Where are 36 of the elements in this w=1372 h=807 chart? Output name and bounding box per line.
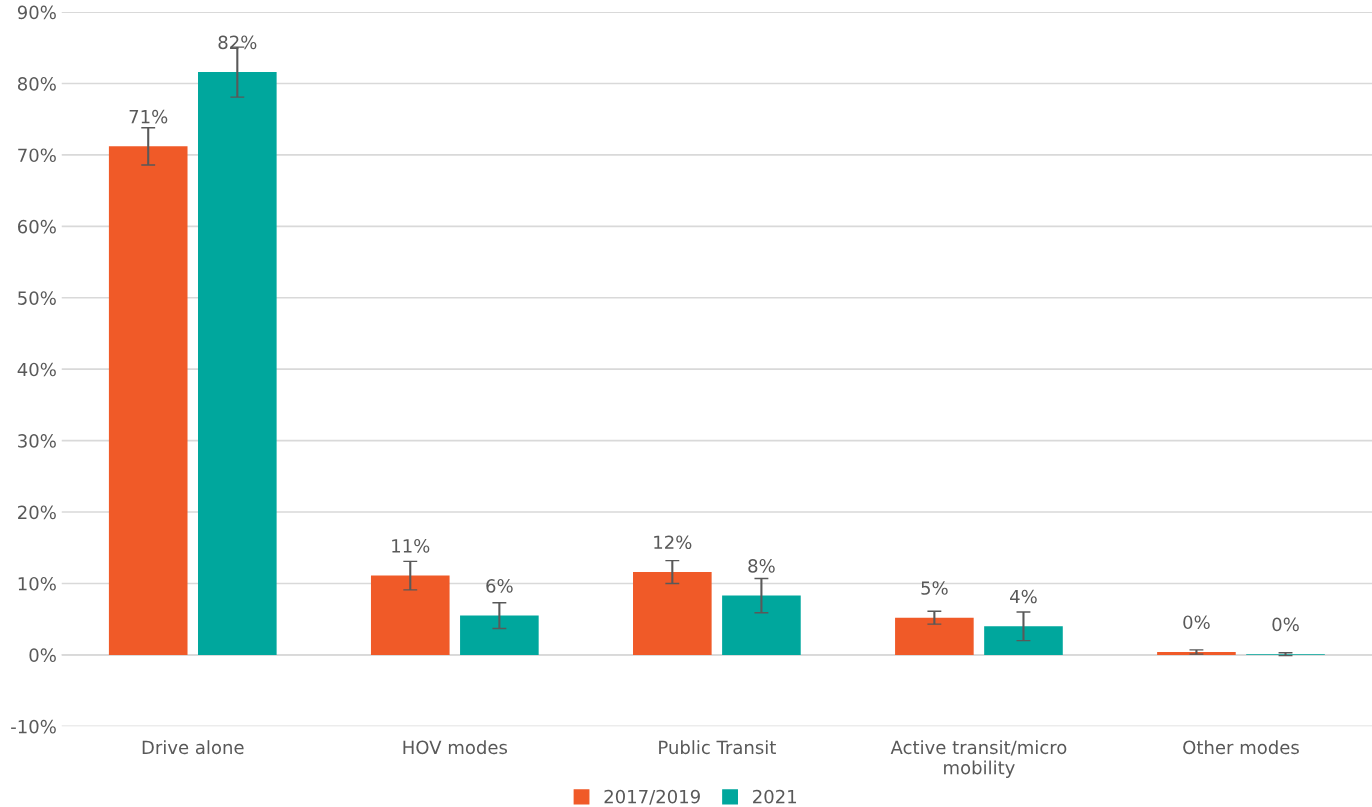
bar [198,72,277,655]
x-tick-label: Drive alone [142,740,244,755]
data-label: 0% [1272,617,1299,632]
x-tick-label: Public Transit [659,740,776,755]
y-tick-label: 10% [18,576,56,591]
legend-label: 2021 [753,789,797,804]
bar [895,617,974,655]
data-label: 6% [486,579,513,593]
y-tick-label: 90% [17,5,56,20]
y-tick-label: 30% [18,434,56,448]
data-label: 5% [921,581,948,595]
x-tick-label: HOV modes [403,740,508,755]
data-label: 12% [654,535,692,550]
y-tick-label: 60% [18,219,56,234]
y-tick-label: 50% [18,291,56,305]
bar [460,615,539,655]
bar [722,595,801,655]
bar [633,572,712,655]
bar [370,575,450,655]
data-label: 8% [748,559,775,573]
y-tick-label: 80% [17,76,56,91]
bar [108,146,188,655]
y-tick-label: 0% [29,648,56,662]
y-tick-label: 20% [18,505,56,520]
bar [984,626,1063,655]
y-tick-label: 70% [18,148,56,163]
y-tick-label: 40% [17,362,56,377]
data-label: 4% [1010,589,1037,604]
data-label: 82% [218,35,257,50]
x-tick-label: Active transit/micro mobility [890,740,1067,778]
x-tick-label: Other modes [1183,740,1299,755]
data-label: 11% [392,539,430,553]
data-label: 71% [129,109,168,124]
data-label: 0% [1183,615,1210,630]
y-tick-label: -10% [11,719,56,734]
legend-label: 2017/2019 [604,789,700,805]
